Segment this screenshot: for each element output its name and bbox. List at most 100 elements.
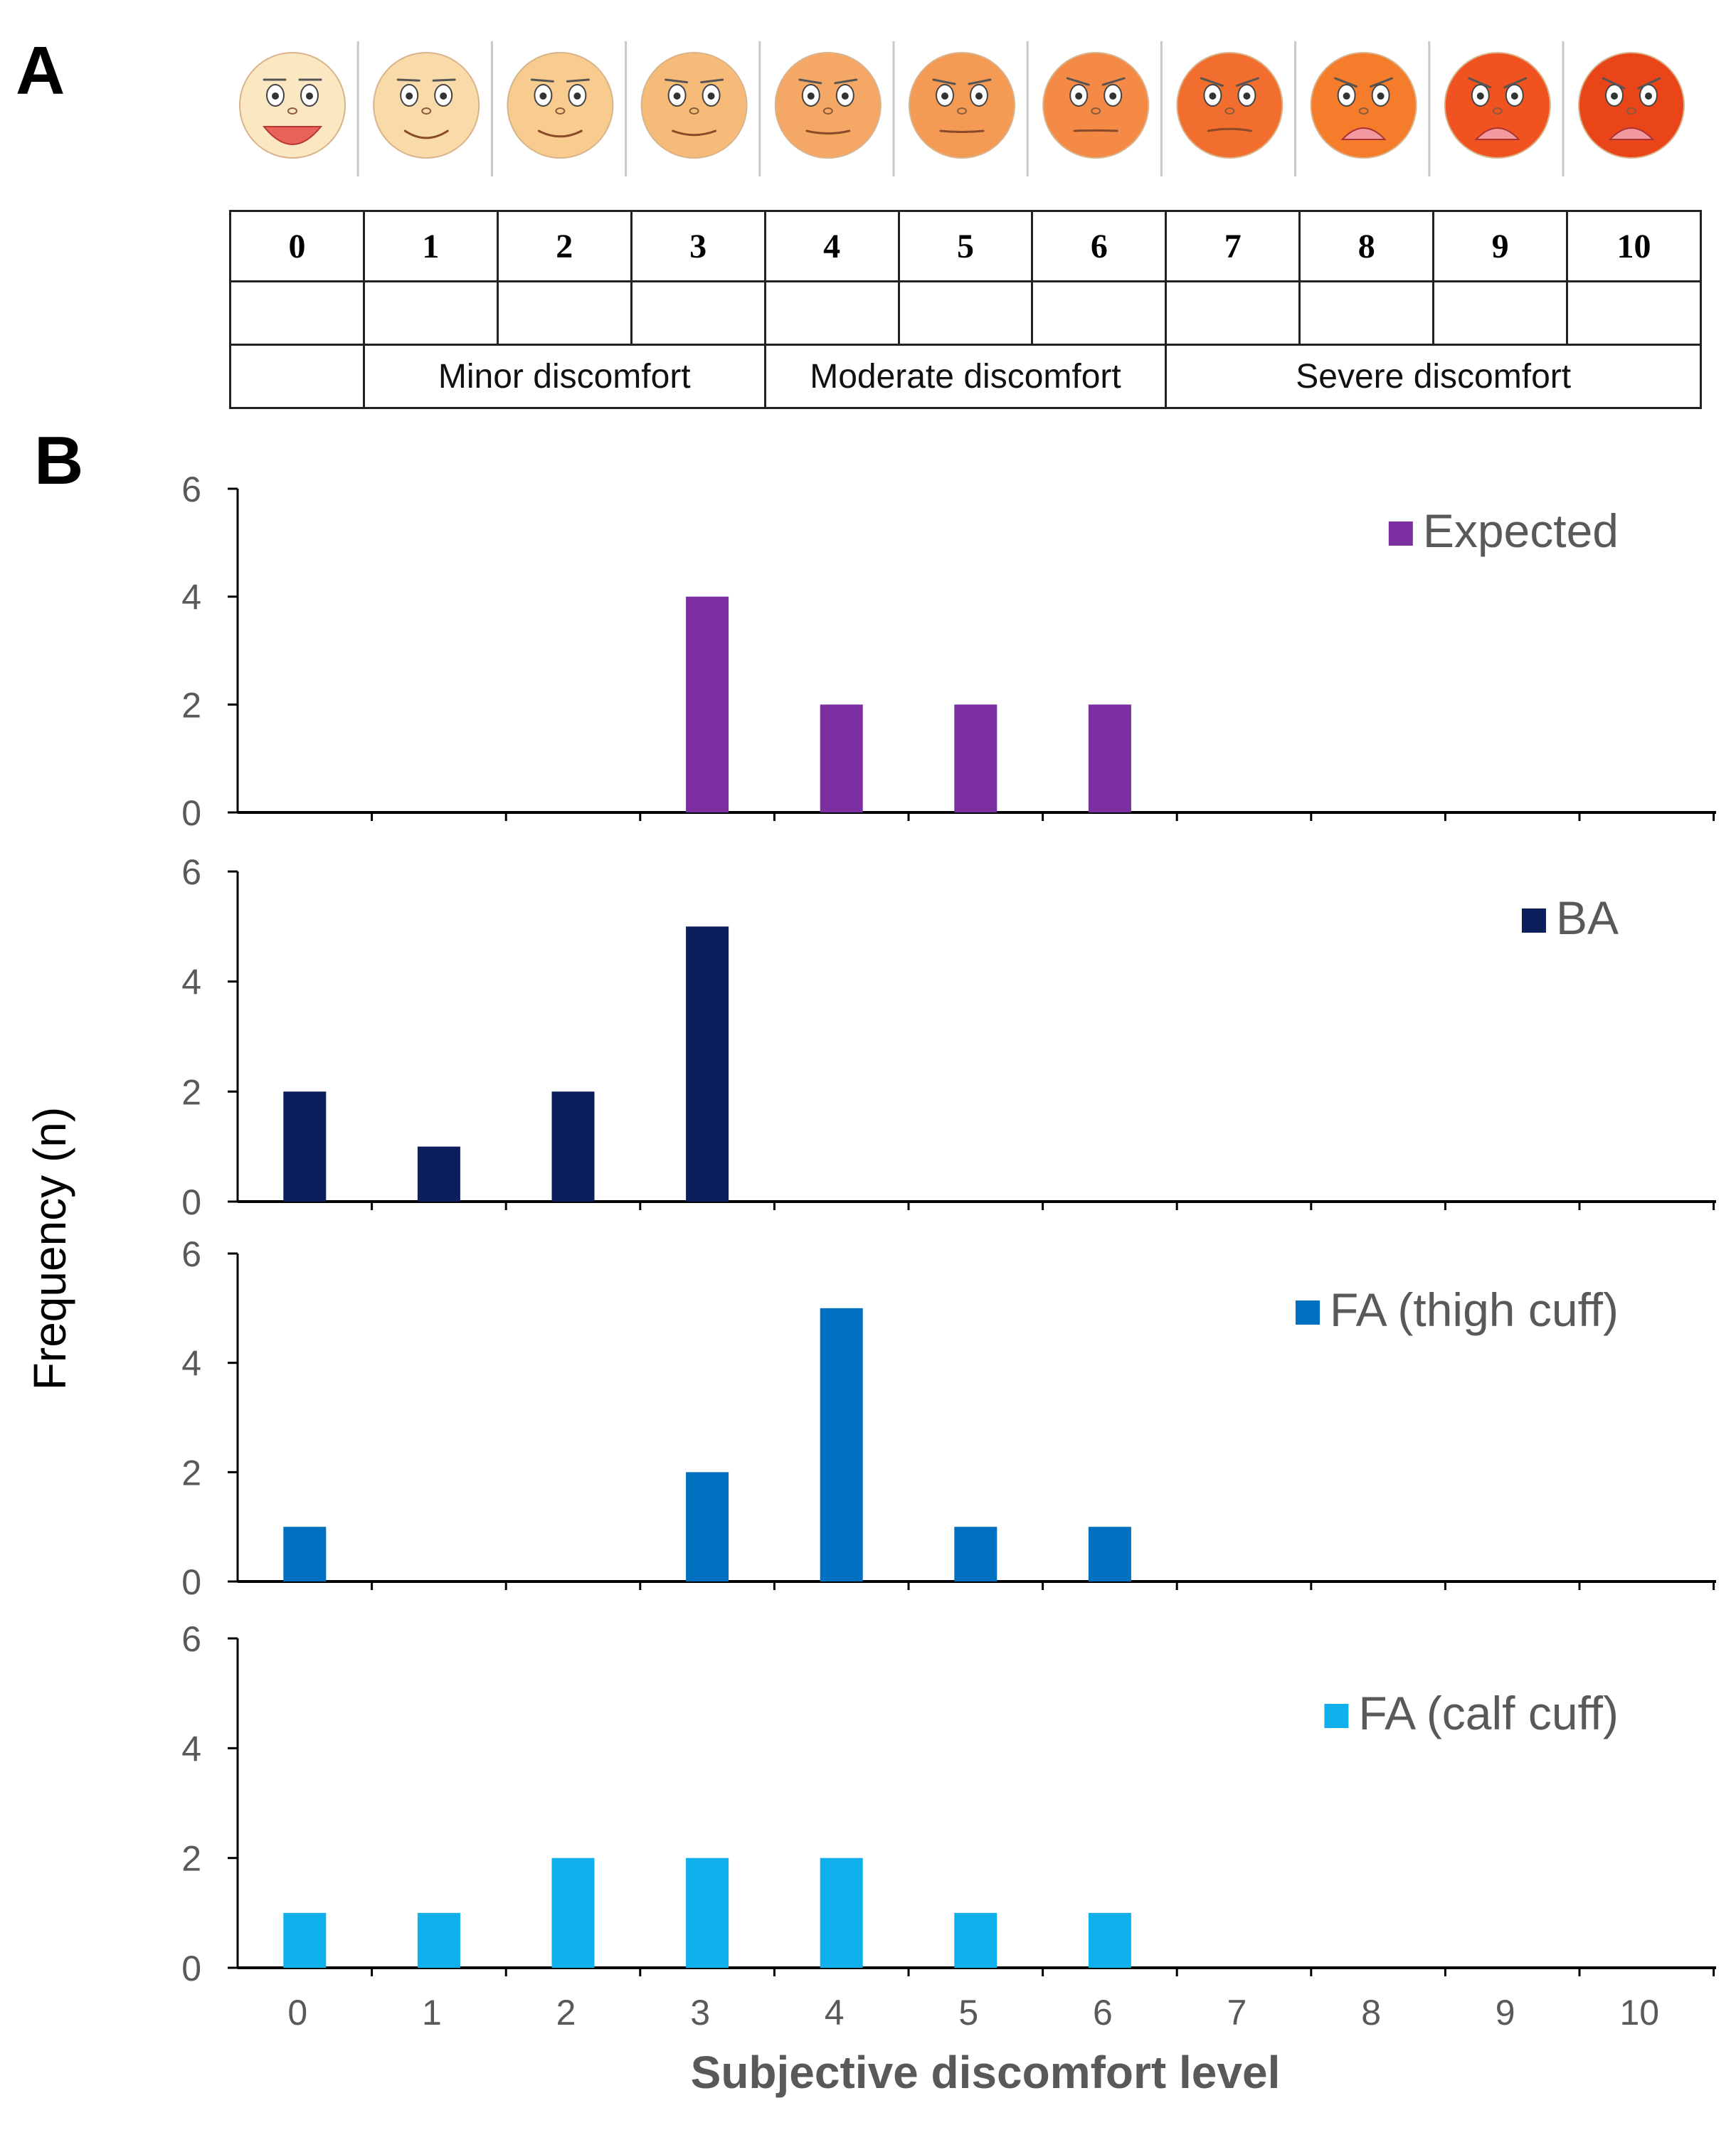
scale-level-6: 6 xyxy=(1031,210,1168,282)
face-3-icon xyxy=(640,52,748,159)
face-brow xyxy=(798,78,822,85)
scale-level-7: 7 xyxy=(1165,210,1301,282)
scale-blank-cell xyxy=(897,280,1034,346)
face-brow xyxy=(968,78,992,85)
scale-level-8: 8 xyxy=(1298,210,1435,282)
face-mouth xyxy=(1340,127,1387,140)
y-tick-label: 6 xyxy=(181,1619,201,1659)
face-brow xyxy=(1101,77,1126,86)
face-4-icon xyxy=(774,52,882,159)
scale-levels-row: 0 1 2 3 4 5 6 7 8 9 10 xyxy=(229,210,1702,282)
face-7-icon xyxy=(1176,52,1284,159)
bar-level-0 xyxy=(283,1527,327,1581)
face-mouth xyxy=(403,129,449,139)
face-brow xyxy=(566,78,590,83)
legend-label: FA (thigh cuff) xyxy=(1330,1283,1619,1336)
x-tick-label: 3 xyxy=(690,1993,710,2033)
legend-swatch xyxy=(1324,1704,1349,1728)
face-mouth xyxy=(1073,129,1118,132)
y-tick-label: 2 xyxy=(181,685,201,725)
bar-level-4 xyxy=(820,704,863,812)
bar-level-3 xyxy=(686,596,729,812)
bar-level-3 xyxy=(686,1472,729,1581)
face-mouth xyxy=(939,129,985,133)
face-pupil xyxy=(539,92,547,100)
bar-level-0 xyxy=(283,1091,327,1202)
bar-level-6 xyxy=(1088,1527,1131,1581)
face-mouth xyxy=(1474,127,1521,140)
face-5-icon xyxy=(909,52,1015,159)
scale-blank-cell xyxy=(362,280,499,346)
face-brow xyxy=(1468,77,1492,89)
x-tick-label: 4 xyxy=(825,1993,845,2033)
face-brow xyxy=(1370,77,1394,88)
x-axis-title: Subjective discomfort level xyxy=(691,2047,1281,2098)
face-pupil xyxy=(1476,92,1484,100)
face-nose xyxy=(822,107,833,115)
x-tick-label: 9 xyxy=(1496,1993,1515,2033)
bar-level-3 xyxy=(686,926,729,1202)
face-nose xyxy=(689,107,699,115)
chart-panel-2: 0 2 4 6 FA (thigh cuff) xyxy=(181,1234,1716,1602)
y-tick-label: 6 xyxy=(181,852,201,892)
y-tick-label: 2 xyxy=(181,1453,201,1493)
face-nose xyxy=(1626,107,1636,115)
bar-level-6 xyxy=(1088,1912,1131,1968)
face-nose xyxy=(1224,107,1235,115)
scale-level-3: 3 xyxy=(630,210,766,282)
face-nose xyxy=(957,107,967,115)
y-axis-title: Frequency (n) xyxy=(24,1107,75,1390)
x-tick-label: 1 xyxy=(422,1993,442,2033)
scale-level-9: 9 xyxy=(1432,210,1569,282)
scale-blank-cell xyxy=(763,280,900,346)
face-brow xyxy=(1334,77,1358,88)
y-tick-label: 4 xyxy=(181,1729,201,1769)
category-severe-discomfort: Severe discomfort xyxy=(1165,344,1702,409)
scale-blank-cell xyxy=(630,280,766,346)
face-nose xyxy=(287,107,297,115)
face-pupil xyxy=(673,92,681,100)
scale-categories-row: Minor discomfort Moderate discomfort Sev… xyxy=(229,344,1702,409)
x-tick-label: 8 xyxy=(1361,1993,1381,2033)
face-pupil xyxy=(975,92,983,100)
face-brow xyxy=(834,78,858,85)
face-pupil xyxy=(406,92,413,100)
x-tick-label: 5 xyxy=(958,1993,978,2033)
face-mouth xyxy=(262,126,323,145)
bar-level-2 xyxy=(551,1091,595,1202)
face-8-icon xyxy=(1310,52,1417,159)
face-6-icon xyxy=(1042,52,1150,159)
scale-blank-cell xyxy=(496,280,633,346)
scale-level-5: 5 xyxy=(897,210,1034,282)
face-brow xyxy=(1235,77,1259,87)
face-pupil xyxy=(807,92,815,100)
scale-level-1: 1 xyxy=(362,210,499,282)
scale-blank-cell xyxy=(1432,280,1569,346)
panel-label-b: B xyxy=(34,423,84,499)
y-tick-label: 4 xyxy=(181,1344,201,1384)
scale-level-10: 10 xyxy=(1566,210,1702,282)
y-tick-label: 4 xyxy=(181,963,201,1002)
y-tick-label: 0 xyxy=(181,793,201,833)
y-tick-label: 6 xyxy=(181,1234,201,1274)
scale-level-2: 2 xyxy=(496,210,633,282)
panel-label-a: A xyxy=(16,33,65,109)
legend-swatch xyxy=(1521,908,1546,933)
legend-label: FA (calf cuff) xyxy=(1358,1687,1619,1739)
bar-level-4 xyxy=(820,1858,863,1968)
discomfort-scale-table: 0 1 2 3 4 5 6 7 8 9 10 Minor discomfort … xyxy=(229,210,1702,409)
legend-swatch xyxy=(1388,521,1413,546)
legend-swatch xyxy=(1296,1300,1320,1325)
face-pupil xyxy=(306,92,313,100)
scale-blank-cell xyxy=(1298,280,1435,346)
face-mouth xyxy=(805,129,851,135)
bar-level-4 xyxy=(820,1308,863,1581)
y-tick-label: 0 xyxy=(181,1182,201,1222)
scale-blank-cell xyxy=(229,280,365,346)
face-pupil xyxy=(841,92,849,100)
face-nose xyxy=(1358,107,1369,115)
y-tick-label: 0 xyxy=(181,1562,201,1602)
x-tick-label: 10 xyxy=(1619,1993,1659,2033)
scale-blank-cell xyxy=(1165,280,1301,346)
